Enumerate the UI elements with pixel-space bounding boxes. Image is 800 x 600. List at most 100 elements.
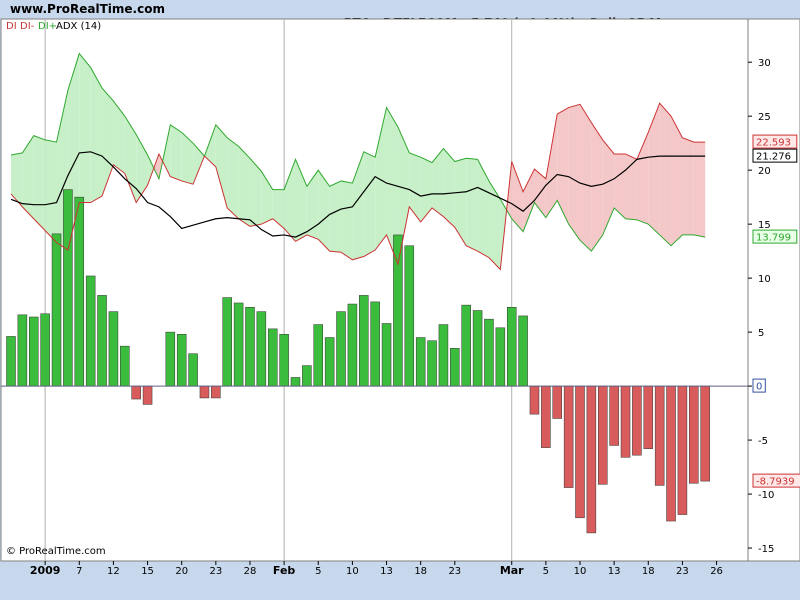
histogram-bar [267,328,278,387]
histogram-bar [370,301,380,387]
zero-value-tag-box [752,378,766,393]
adx-line [10,151,706,238]
histogram-bar [654,385,665,486]
di-fill-area [659,103,672,246]
x-tick-label: 15 [141,566,154,577]
histogram-bar [6,336,16,387]
histogram-bar [689,385,699,484]
histogram-bar [188,353,198,387]
histogram-bar [381,323,392,387]
histogram-bar [222,297,232,387]
histogram-bar [142,385,153,405]
x-tick-label: 20 [175,566,188,577]
histogram-bar [324,337,335,387]
plot-panel [0,18,749,562]
di-fill-area [454,158,467,246]
di-fill-area [45,139,57,243]
di-fill-area [124,116,137,203]
y-tick-label: -10 [758,490,774,501]
di-fill-area [568,104,580,241]
x-tick-label: Feb [273,564,296,577]
di-fill-area [523,169,535,232]
di-fill-area [580,104,592,252]
di-fill-area [90,67,103,203]
histogram-bar [563,385,574,488]
di-fill-area [11,152,23,207]
di-fill-area [386,107,398,265]
x-tick-label: 23 [448,566,461,577]
histogram-bar [233,302,244,387]
di-plus-line [10,52,706,252]
x-tick-label: 12 [107,566,120,577]
y-tick-label: 10 [758,274,771,285]
di-fill-area [397,126,410,265]
histogram-bar [108,311,119,387]
di-fill-area [409,152,421,222]
histogram-bar [29,316,39,387]
x-tick-label: 23 [676,566,689,577]
adx-value-tag-text: 21.276 [756,152,791,163]
histogram-bar [643,385,654,449]
histogram-bar [40,313,50,387]
histogram-bar [438,324,449,387]
y-tick-label: 5 [758,328,764,339]
site-link[interactable]: www.ProRealTime.com [10,2,165,16]
histogram-bar [313,324,324,387]
di-fill-area [511,161,524,232]
di-fill-area [591,122,603,252]
histogram-bar [347,303,358,387]
di-fill-area [113,101,125,174]
di-fill-area [693,142,706,238]
y-tick-label: 15 [758,220,771,231]
histogram-bar [598,385,608,485]
di-fill-area [352,151,364,260]
histogram-bar [415,337,426,387]
x-tick-label: Mar [500,564,524,577]
histogram-bar [97,295,107,387]
di-fill-area [648,103,660,235]
di-fill-area [170,124,182,181]
di-fill-area [306,170,319,240]
legend-di-plus: DI+ [38,21,57,32]
di-minus-value-tag: 22.593 [752,134,798,149]
di-minus-value-tag-box [752,134,798,149]
histogram-bar [211,385,221,399]
histogram-bar [677,385,688,515]
di-fill-area [329,180,342,253]
histogram-bar [302,365,312,387]
histogram-bar [131,385,141,400]
di-fill-area [272,189,285,229]
histogram-bar [120,345,130,387]
copyright: © ProRealTime.com [6,546,106,557]
legend-di-minus: DI- [20,21,35,32]
histogram-bar [666,385,676,522]
x-tick-label: 23 [209,566,222,577]
di-plus-value-tag-box [752,229,798,244]
diff-value-tag-text: -8.7939 [756,477,795,488]
histogram-bar [165,331,176,387]
x-tick-label: 28 [244,566,257,577]
histogram-bar [506,307,517,387]
legend-adx: ADX (14) [56,21,101,32]
di-fill-area [636,132,649,225]
di-fill-area [375,107,387,251]
histogram-bar [450,348,460,387]
di-fill-area [488,180,501,270]
di-fill-area [443,148,455,228]
di-plus-value-tag-text: 13.799 [756,233,791,244]
histogram-bar [586,385,597,534]
zero-value-tag-text: 0 [756,382,762,393]
x-tick-label: 2009 [30,564,61,577]
x-tick-label: 10 [574,566,587,577]
histogram-bar [17,314,28,387]
x-tick-label: 26 [710,566,723,577]
histogram-bar [74,196,85,387]
di-fill-area [466,158,478,252]
di-fill-area [147,155,154,186]
x-tick-label: 5 [543,566,549,577]
di-fill-area [162,124,171,177]
di-minus-value-tag-text: 22.593 [756,138,791,149]
di-fill-area [682,137,694,235]
y-tick-label: -5 [758,436,768,447]
